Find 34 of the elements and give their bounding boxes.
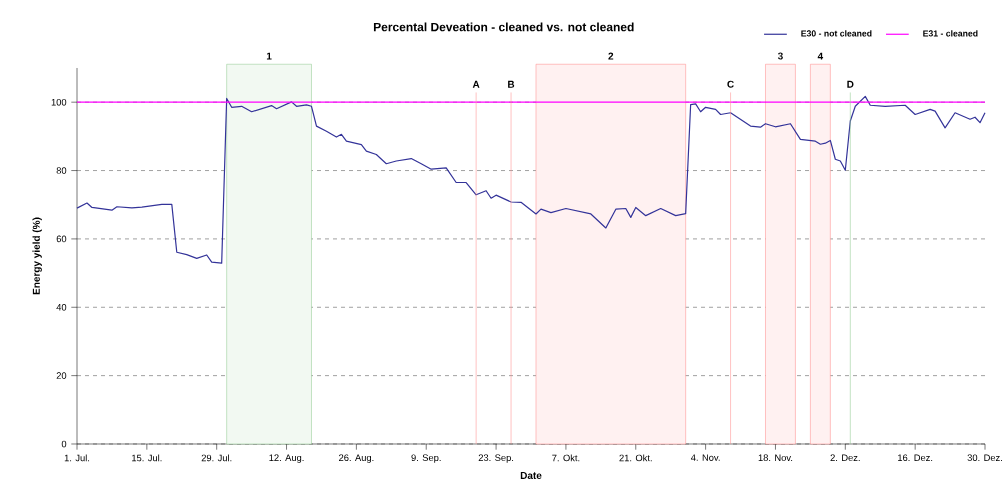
- x-tick-label: 4. Nov.: [690, 454, 720, 461]
- ref-line-label: B: [508, 80, 515, 88]
- x-tick-label: 2. Dez.: [830, 454, 860, 461]
- band-label: 2: [608, 52, 614, 60]
- y-tick-label: 60: [56, 235, 67, 243]
- x-tick-label: 7. Okt.: [552, 454, 580, 462]
- y-tick-label: 20: [56, 372, 67, 379]
- chart-title: Percental Deveation - cleaned vs. not cleaned: [373, 22, 634, 32]
- x-tick-label: 29. Jul.: [201, 454, 232, 462]
- x-tick-label: 12. Aug.: [269, 454, 304, 463]
- y-axis-title: Energy yield (%): [32, 217, 42, 295]
- ref-line-label: D: [847, 80, 854, 88]
- band-label: 1: [266, 52, 272, 60]
- y-tick-label: 40: [56, 303, 67, 311]
- x-tick-label: 16. Dez.: [898, 454, 933, 461]
- x-tick-label: 1. Jul.: [64, 454, 90, 462]
- x-axis-title: Date: [520, 472, 542, 479]
- x-tick-label: 30. Dez.: [967, 454, 1002, 461]
- x-tick-label: 18. Nov.: [758, 454, 793, 461]
- x-tick-label: 15. Jul.: [132, 454, 162, 462]
- band-label: 3: [777, 52, 783, 60]
- line-series: [76, 95, 986, 264]
- legend-label: E30 - not cleaned: [801, 30, 872, 37]
- x-tick-label: 26. Aug.: [339, 454, 374, 463]
- x-tick-label: 23. Sep.: [478, 454, 514, 463]
- ref-line-label: C: [727, 80, 734, 88]
- y-tick-label: 100: [51, 98, 67, 106]
- y-tick-label: 0: [61, 440, 67, 448]
- legend-label: E31 - cleaned: [923, 30, 978, 37]
- ref-line-label: A: [472, 80, 480, 88]
- x-tick-label: 21. Okt.: [619, 454, 652, 462]
- y-tick-label: 80: [56, 167, 67, 174]
- x-tick-label: 9. Sep.: [411, 454, 441, 463]
- band-label: 4: [817, 52, 824, 60]
